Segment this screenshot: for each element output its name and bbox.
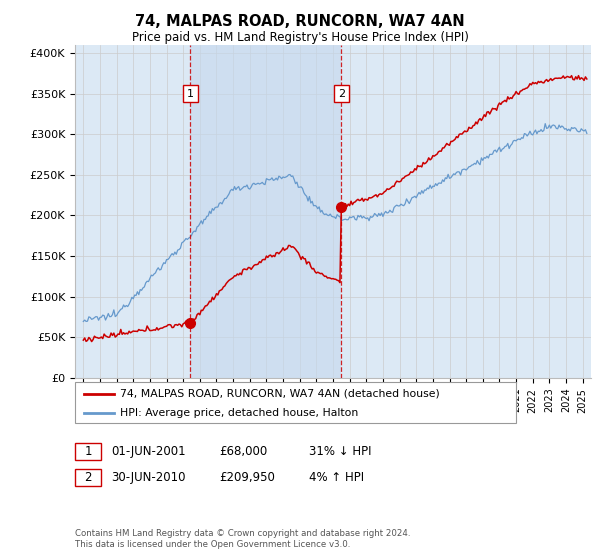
Text: 1: 1: [85, 445, 92, 458]
Text: 4% ↑ HPI: 4% ↑ HPI: [309, 471, 364, 484]
Text: Contains HM Land Registry data © Crown copyright and database right 2024.
This d: Contains HM Land Registry data © Crown c…: [75, 529, 410, 549]
Bar: [190, 45, 341, 378]
Text: 2: 2: [85, 471, 92, 484]
Text: 30-JUN-2010: 30-JUN-2010: [111, 471, 185, 484]
Text: 31% ↓ HPI: 31% ↓ HPI: [309, 445, 371, 458]
Text: HPI: Average price, detached house, Halton: HPI: Average price, detached house, Halt…: [120, 408, 358, 418]
Text: 74, MALPAS ROAD, RUNCORN, WA7 4AN: 74, MALPAS ROAD, RUNCORN, WA7 4AN: [135, 14, 465, 29]
Text: £209,950: £209,950: [219, 471, 275, 484]
Text: £68,000: £68,000: [219, 445, 267, 458]
Text: 01-JUN-2001: 01-JUN-2001: [111, 445, 185, 458]
Text: 2: 2: [338, 88, 345, 99]
Text: 1: 1: [187, 88, 194, 99]
Text: 74, MALPAS ROAD, RUNCORN, WA7 4AN (detached house): 74, MALPAS ROAD, RUNCORN, WA7 4AN (detac…: [120, 389, 440, 399]
Text: Price paid vs. HM Land Registry's House Price Index (HPI): Price paid vs. HM Land Registry's House …: [131, 31, 469, 44]
